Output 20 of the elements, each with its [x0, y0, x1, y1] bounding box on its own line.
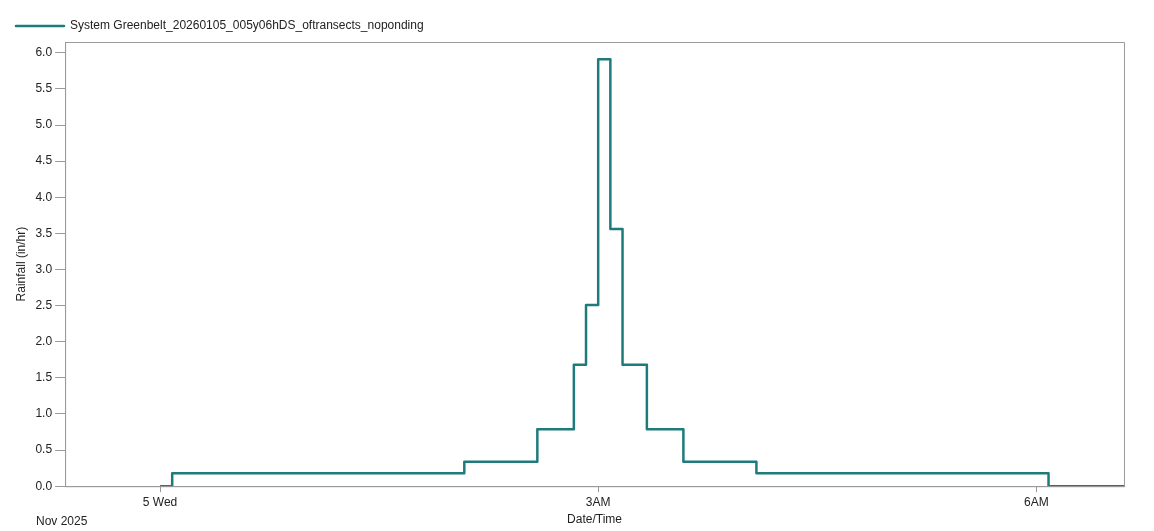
- y-tick-label: 2.0: [35, 334, 53, 349]
- y-tick-label: 3.5: [35, 225, 53, 240]
- x-tick-label: 6AM: [1024, 494, 1049, 509]
- y-tick-label: 4.0: [35, 189, 53, 204]
- text: Nov 2025: [36, 514, 88, 528]
- y-tick-label: 3.0: [35, 261, 53, 276]
- y-axis-title: Rainfall (in/hr): [13, 226, 28, 302]
- x-axis-title: Date/Time: [567, 512, 623, 527]
- y-tick-label: 1.5: [35, 370, 53, 385]
- x-tick-label: 3AM: [585, 494, 611, 509]
- y-tick-label: 6.0: [35, 45, 53, 60]
- legend-label: System Greenbelt_20260105_005y06hDS_oftransects_noponding: [70, 18, 424, 33]
- y-tick-label: 2.5: [35, 297, 53, 312]
- y-tick-label: 0.5: [35, 442, 53, 457]
- x-tick-label: 5 Wed: [142, 494, 178, 509]
- y-tick-label: 1.0: [35, 406, 53, 421]
- y-tick-label: 5.0: [35, 117, 53, 132]
- y-tick-label: 5.5: [35, 81, 53, 96]
- y-tick-label: 4.5: [35, 153, 53, 168]
- y-tick-label: 0.0: [35, 478, 53, 493]
